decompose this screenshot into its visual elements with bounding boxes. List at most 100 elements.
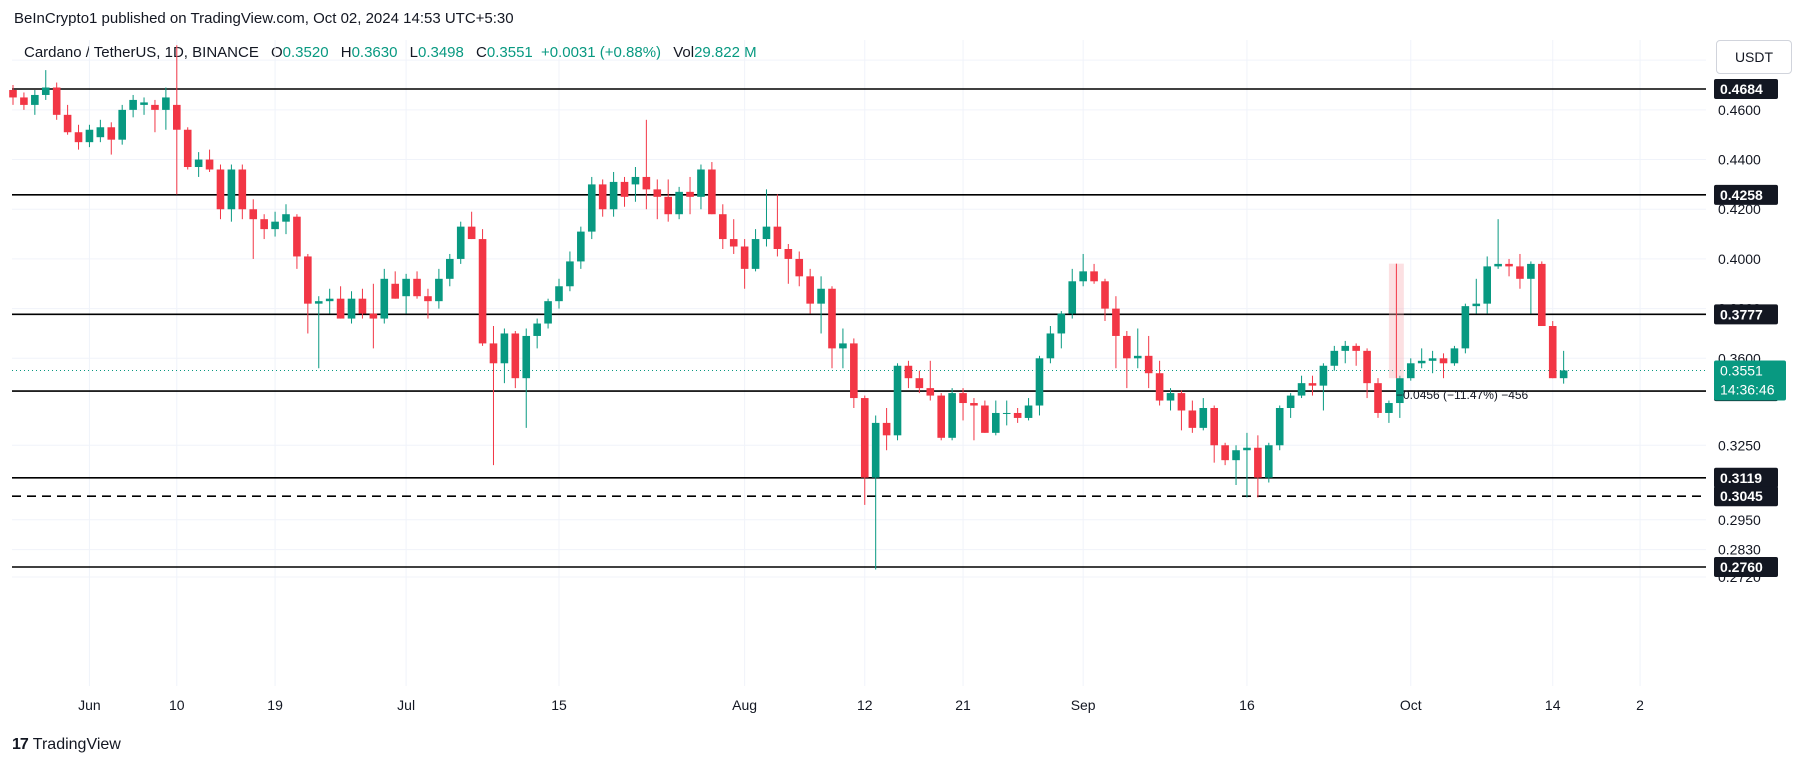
candle-body (1177, 393, 1186, 411)
candle-body (52, 87, 61, 115)
candle-body (1123, 335, 1131, 359)
candle-body (1385, 403, 1393, 413)
candle-body (587, 184, 596, 232)
candle-body (446, 258, 454, 279)
level-badge-label: 0.3045 (1720, 488, 1763, 504)
candle-body (1265, 445, 1273, 478)
time-tick-label: 2 (1636, 697, 1644, 713)
candle-body (1308, 383, 1317, 386)
candle-body (336, 298, 345, 319)
candle-body (871, 422, 880, 478)
candle-body (129, 99, 137, 110)
price-tick-label: 0.4000 (1718, 251, 1761, 267)
candle-body (893, 365, 902, 436)
price-tick-label: 0.4600 (1718, 102, 1761, 118)
candle-body (314, 301, 323, 304)
tradingview-brand-text: TradingView (32, 736, 121, 753)
candle-body (1286, 395, 1295, 408)
support-resistance-levels (12, 88, 1706, 568)
candle-body (271, 221, 279, 230)
candle-body (227, 169, 236, 210)
symbol-name[interactable]: Cardano / TetherUS, 1D, BINANCE (24, 44, 259, 61)
candle-body (642, 176, 651, 190)
candle-body (762, 226, 771, 240)
candle-body (1428, 358, 1437, 361)
candle-body (522, 335, 531, 379)
candle-body (500, 333, 509, 364)
candle-body (347, 298, 356, 319)
low-label: L (409, 44, 418, 61)
level-badge-label: 0.2760 (1720, 559, 1763, 575)
candle-body (1505, 263, 1513, 267)
candle-body (1461, 306, 1470, 349)
candle-body (915, 378, 924, 389)
candle-body (1133, 355, 1142, 359)
candle-body (1363, 350, 1371, 384)
candle-body (282, 214, 290, 222)
candle-body (435, 278, 443, 302)
candle-body (1297, 383, 1306, 396)
candle-body (1516, 266, 1524, 279)
candle-body (107, 127, 116, 140)
time-tick-label: Jun (78, 697, 101, 713)
candle-body (260, 219, 268, 230)
candle-body (1046, 333, 1055, 359)
countdown-label: 14:36:46 (1720, 381, 1775, 397)
level-badge-label: 0.4684 (1720, 81, 1763, 97)
candle-body (9, 89, 17, 98)
volume-value: 29.822 M (694, 44, 757, 61)
candle-body (249, 209, 258, 220)
candle-body (675, 191, 683, 215)
candle-body (1166, 393, 1175, 401)
price-tick-label: 0.4400 (1718, 152, 1761, 168)
candle-body (325, 298, 334, 302)
candle-body (817, 288, 825, 304)
candle-body (1221, 445, 1229, 461)
candle-body (173, 104, 181, 130)
candle-body (85, 129, 94, 143)
candle-body (205, 159, 214, 170)
price-tick-label: 0.2950 (1718, 512, 1761, 528)
candle-body (380, 278, 389, 319)
time-tick-label: 21 (955, 697, 971, 713)
candle-body (1330, 350, 1339, 366)
candle-body (151, 104, 159, 110)
time-tick-label: 14 (1545, 697, 1561, 713)
close-label: C (476, 44, 487, 61)
candle-body (729, 239, 738, 247)
candle-body (63, 114, 72, 133)
level-badge (1714, 79, 1778, 99)
level-badge-label: 0.3777 (1720, 306, 1763, 322)
candlesticks (9, 45, 1568, 570)
candle-body (784, 248, 793, 259)
volume-label: Vol (673, 44, 695, 61)
candle-body (391, 283, 399, 299)
candle-body (118, 109, 126, 140)
candle-body (992, 412, 1000, 433)
candle-body (751, 239, 760, 269)
candle-body (1483, 266, 1491, 304)
time-tick-label: 19 (267, 697, 283, 713)
time-axis[interactable]: Jun 10 19 Jul 15 Aug 12 21 Sep 16 Oct 14 2 (78, 697, 1644, 713)
candle-body (850, 343, 858, 399)
candle-body (478, 239, 487, 344)
candle-body (686, 191, 694, 197)
candle-body (981, 405, 989, 433)
measure-label: −0.0456 (−11.47%) −456 (1396, 388, 1529, 402)
candle-body (424, 296, 432, 302)
candle-body (1101, 281, 1109, 309)
candle-body (20, 97, 28, 105)
candle-body (1035, 358, 1044, 406)
currency-button[interactable]: USDT (1716, 40, 1792, 74)
time-tick-label: 15 (551, 697, 567, 713)
price-axis[interactable]: 0.48000.46000.44000.42000.40000.38000.36… (1714, 52, 1786, 585)
candle-body (937, 395, 945, 438)
tradingview-brand[interactable]: 17 TradingView (12, 736, 121, 754)
candle-body (140, 102, 148, 105)
candle-body (74, 132, 83, 143)
candle-body (904, 365, 913, 379)
candle-body (609, 181, 618, 210)
price-tick-label: 0.3250 (1718, 437, 1761, 453)
candle-body (708, 169, 716, 215)
